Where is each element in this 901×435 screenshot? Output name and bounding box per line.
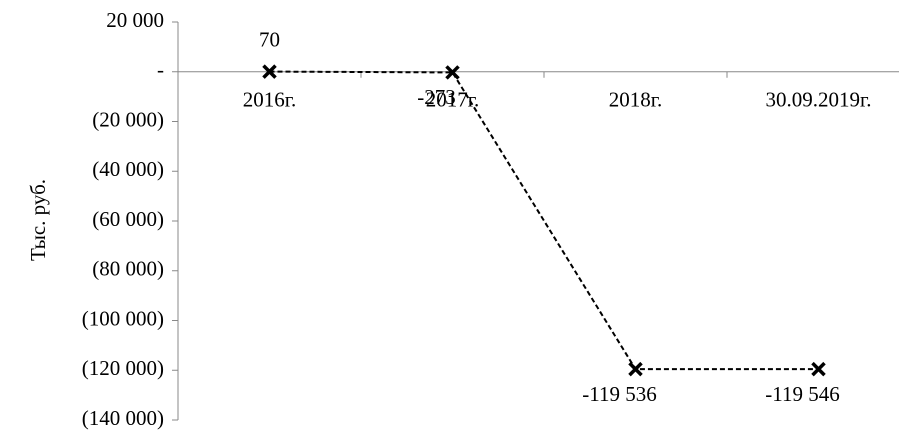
y-tick-label: (60 000) (92, 207, 164, 231)
y-tick-label: (20 000) (92, 107, 164, 131)
x-tick-label: 30.09.2019г. (766, 88, 872, 112)
data-label: -119 536 (582, 382, 656, 406)
y-tick-label: (100 000) (82, 306, 164, 330)
y-tick-label: (80 000) (92, 257, 164, 281)
series-line (269, 70, 819, 371)
data-label: -273 (417, 85, 456, 109)
data-label: 70 (259, 27, 280, 51)
marker (262, 64, 277, 79)
y-tick-label: 20 000 (106, 8, 164, 32)
y-tick-label: - (157, 58, 164, 82)
marker (628, 361, 643, 377)
y-axis-label: Тыс. руб. (26, 179, 50, 261)
y-tick-label: (140 000) (82, 406, 164, 430)
data-label: -119 546 (765, 382, 839, 406)
marker (445, 65, 460, 80)
y-tick-label: (40 000) (92, 157, 164, 181)
x-tick-label: 2017г. (426, 88, 480, 112)
x-tick-label: 2016г. (243, 88, 297, 112)
y-tick-label: (120 000) (82, 356, 164, 380)
x-tick-label: 2018г. (609, 88, 663, 112)
marker (811, 361, 826, 377)
